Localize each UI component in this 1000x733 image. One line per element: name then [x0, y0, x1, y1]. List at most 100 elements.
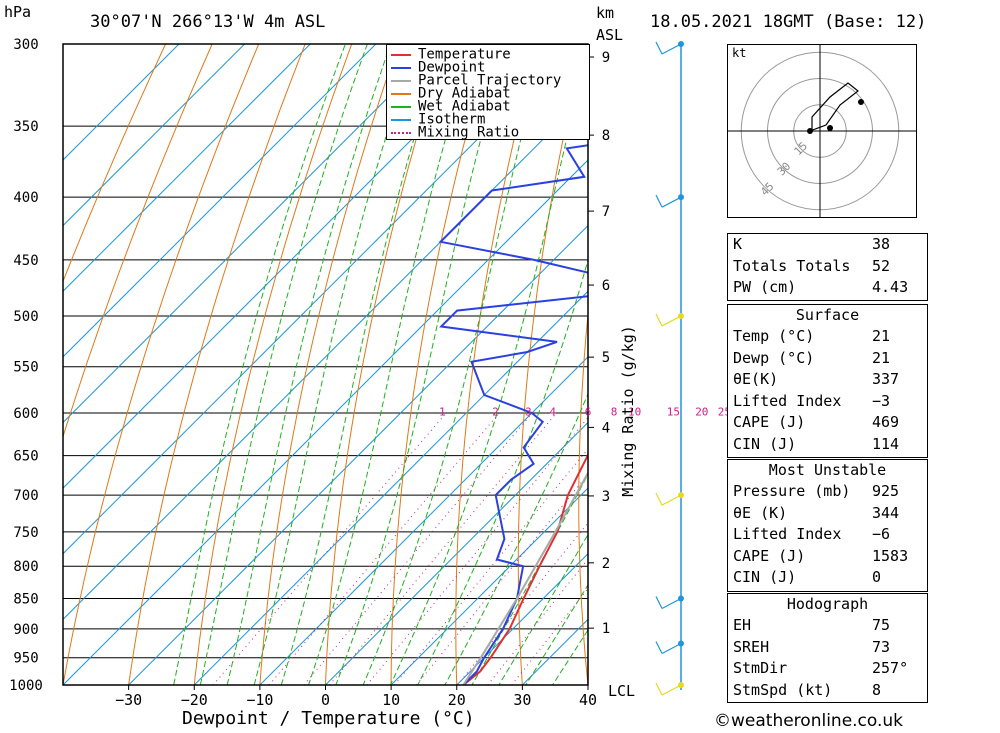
panel-heading-text: Hodograph — [786, 595, 869, 613]
isotherm-line — [63, 44, 180, 161]
wind-barb — [661, 43, 682, 55]
index-row: Lifted Index −3 — [728, 391, 927, 412]
index-value: 1583 — [872, 546, 909, 565]
index-row: θE (K) 344 — [728, 503, 927, 524]
dry-adiabat-line — [637, 0, 698, 711]
most-unstable-panel: Most Unstable Pressure (mb) 925 θE (K) 344 Li… — [727, 459, 928, 592]
pressure-tick-label: 850 — [13, 591, 38, 607]
index-row: K 38 — [728, 234, 927, 255]
index-value: 4.43 — [872, 278, 909, 296]
index-value: −3 — [872, 391, 891, 410]
pressure-tick-label: 1000 — [9, 678, 43, 694]
pressure-tick-label: 400 — [13, 190, 38, 206]
legend-swatch — [391, 80, 411, 82]
index-row: Pressure (mb) 925 — [728, 481, 927, 502]
hodograph-point — [807, 128, 813, 134]
isotherm-line — [63, 159, 588, 685]
mixing-ratio-line — [329, 412, 557, 685]
isotherm-line — [63, 44, 245, 227]
wet-adiabat-line — [498, 533, 588, 685]
legend-item: Wet Adiabat — [391, 98, 511, 115]
mixing-ratio-label: 8 — [611, 405, 618, 418]
index-value: 8 — [872, 680, 882, 699]
dry-adiabat-line — [390, 44, 492, 685]
index-row: Lifted Index −6 — [728, 524, 927, 545]
index-row: CAPE (J) 469 — [728, 412, 927, 433]
hodograph-point — [827, 125, 833, 131]
wet-adiabat-line — [199, 44, 368, 685]
panel-heading-text: Most Unstable — [768, 461, 887, 479]
wind-barb — [655, 492, 663, 506]
index-row: θE(K) 337 — [728, 369, 927, 390]
dry-adiabat-line — [259, 44, 399, 685]
asl-unit-label: ASL — [596, 26, 624, 44]
isotherm-line — [456, 553, 588, 685]
mixing-ratio-label: 2 — [492, 405, 499, 418]
pressure-tick-label: 350 — [13, 119, 38, 135]
wet-adiabat-line — [362, 44, 546, 685]
wet-adiabat-line — [471, 473, 588, 685]
isotherm-line — [63, 44, 377, 358]
isotherm-line — [63, 44, 311, 292]
km-tick-label: 2 — [602, 556, 610, 572]
km-tick-label: 8 — [602, 128, 610, 144]
surface-panel: Surface Temp (°C) 21 Dewp (°C) 21 θE(K) 337 Lif… — [727, 304, 928, 458]
index-label: PW (cm) — [733, 278, 797, 296]
index-label: θE(K) — [733, 370, 779, 388]
legend-item: Mixing Ratio — [391, 125, 519, 140]
index-row: EH 75 — [728, 615, 927, 636]
dry-adiabat-line — [955, 0, 1000, 711]
mixing-ratio-axis-title: Mixing Ratio (g/kg) — [618, 325, 637, 497]
wind-barb — [655, 313, 663, 327]
temperature-profile — [462, 452, 588, 685]
index-label: Temp (°C) — [733, 327, 815, 345]
index-label: CAPE (J) — [733, 413, 806, 431]
temperature-tick-label: 40 — [579, 691, 597, 709]
hodograph-ring-label: 15 — [792, 139, 811, 158]
legend-swatch — [391, 54, 411, 56]
index-value: 75 — [872, 616, 891, 634]
isotherm-line — [128, 224, 588, 685]
legend-label: Dry Adiabat — [418, 85, 511, 102]
pressure-tick-label: 500 — [13, 309, 38, 325]
panel-heading: Hodograph — [728, 594, 927, 615]
index-label: Pressure (mb) — [733, 482, 851, 500]
mixing-ratio-line — [268, 412, 500, 685]
wet-adiabat-line — [417, 258, 588, 685]
legend-label: Dewpoint — [418, 59, 486, 76]
mixing-ratio-label: 20 — [695, 405, 708, 418]
legend-swatch — [391, 119, 411, 121]
index-row: CIN (J) 0 — [728, 567, 927, 588]
isotherm-line — [63, 93, 588, 621]
index-label: EH — [733, 616, 752, 634]
legend-label: Wet Adiabat — [418, 98, 511, 115]
index-value: 925 — [872, 482, 900, 500]
hodograph-point — [858, 99, 864, 105]
index-value: 469 — [872, 413, 900, 431]
dry-adiabat-line — [517, 44, 585, 685]
isotherm-line — [63, 44, 508, 489]
index-row: StmSpd (kt) 8 — [728, 680, 927, 701]
mixing-ratio-label: 4 — [549, 405, 556, 418]
index-value: 52 — [872, 256, 891, 275]
temperature-tick-label: 20 — [448, 691, 466, 709]
wet-adiabat-line — [253, 44, 417, 685]
legend-swatch — [391, 106, 411, 108]
index-row: CAPE (J) 1583 — [728, 546, 927, 567]
parcel-trajectory — [462, 470, 588, 685]
pressure-tick-label: 650 — [13, 449, 38, 465]
index-row: Temp (°C) 21 — [728, 326, 927, 347]
temperature-tick-label: −10 — [246, 691, 273, 709]
wind-barb — [661, 597, 682, 610]
dry-adiabat-line — [578, 309, 588, 685]
temperature-tick-label: −30 — [115, 691, 142, 709]
isotherm-line — [259, 356, 588, 685]
isotherm-line — [325, 421, 588, 685]
hodograph-unit-label: kt — [732, 46, 747, 60]
legend-swatch — [391, 132, 411, 134]
wet-adiabat-line — [173, 44, 346, 685]
index-label: CAPE (J) — [733, 546, 806, 565]
pressure-tick-label: 750 — [13, 525, 38, 541]
